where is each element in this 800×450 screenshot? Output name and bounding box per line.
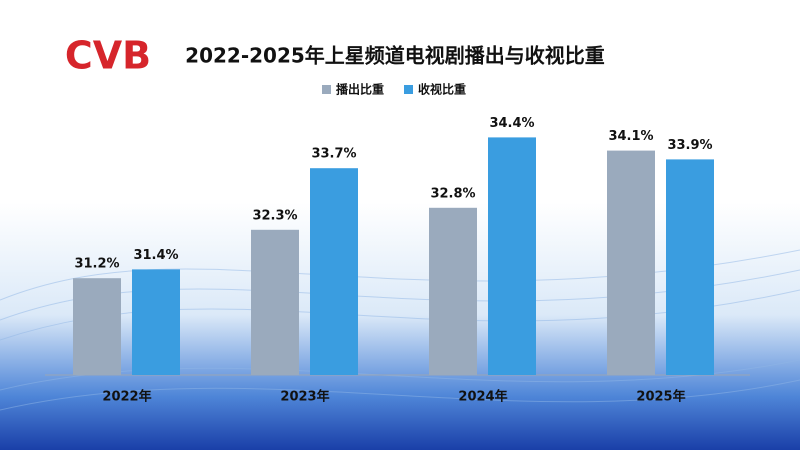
value-label: 31.2%: [74, 257, 119, 272]
legend-swatch: [322, 85, 331, 94]
value-label: 33.9%: [667, 138, 712, 153]
bar: [429, 207, 477, 375]
value-label: 34.4%: [489, 116, 534, 131]
legend-label: 播出比重: [336, 82, 384, 97]
x-tick-label: 2023年: [280, 389, 329, 405]
chart-title: 2022-2025年上星频道电视剧播出与收视比重: [185, 44, 605, 68]
value-label: 32.8%: [430, 186, 475, 201]
logo: CVB: [65, 34, 151, 78]
value-label: 32.3%: [252, 208, 297, 223]
legend-swatch: [404, 85, 413, 94]
legend-label: 收视比重: [418, 82, 466, 97]
x-tick-label: 2022年: [102, 389, 151, 405]
value-label: 34.1%: [608, 129, 653, 144]
x-tick-label: 2025年: [636, 389, 685, 405]
x-tick-label: 2024年: [458, 389, 507, 405]
bar: [251, 229, 299, 375]
bar: [666, 159, 714, 375]
value-label: 31.4%: [133, 248, 178, 263]
bar: [73, 278, 121, 375]
bar: [310, 168, 358, 375]
bar: [488, 137, 536, 375]
bar: [132, 269, 180, 375]
value-label: 33.7%: [311, 147, 356, 162]
bar: [607, 150, 655, 375]
